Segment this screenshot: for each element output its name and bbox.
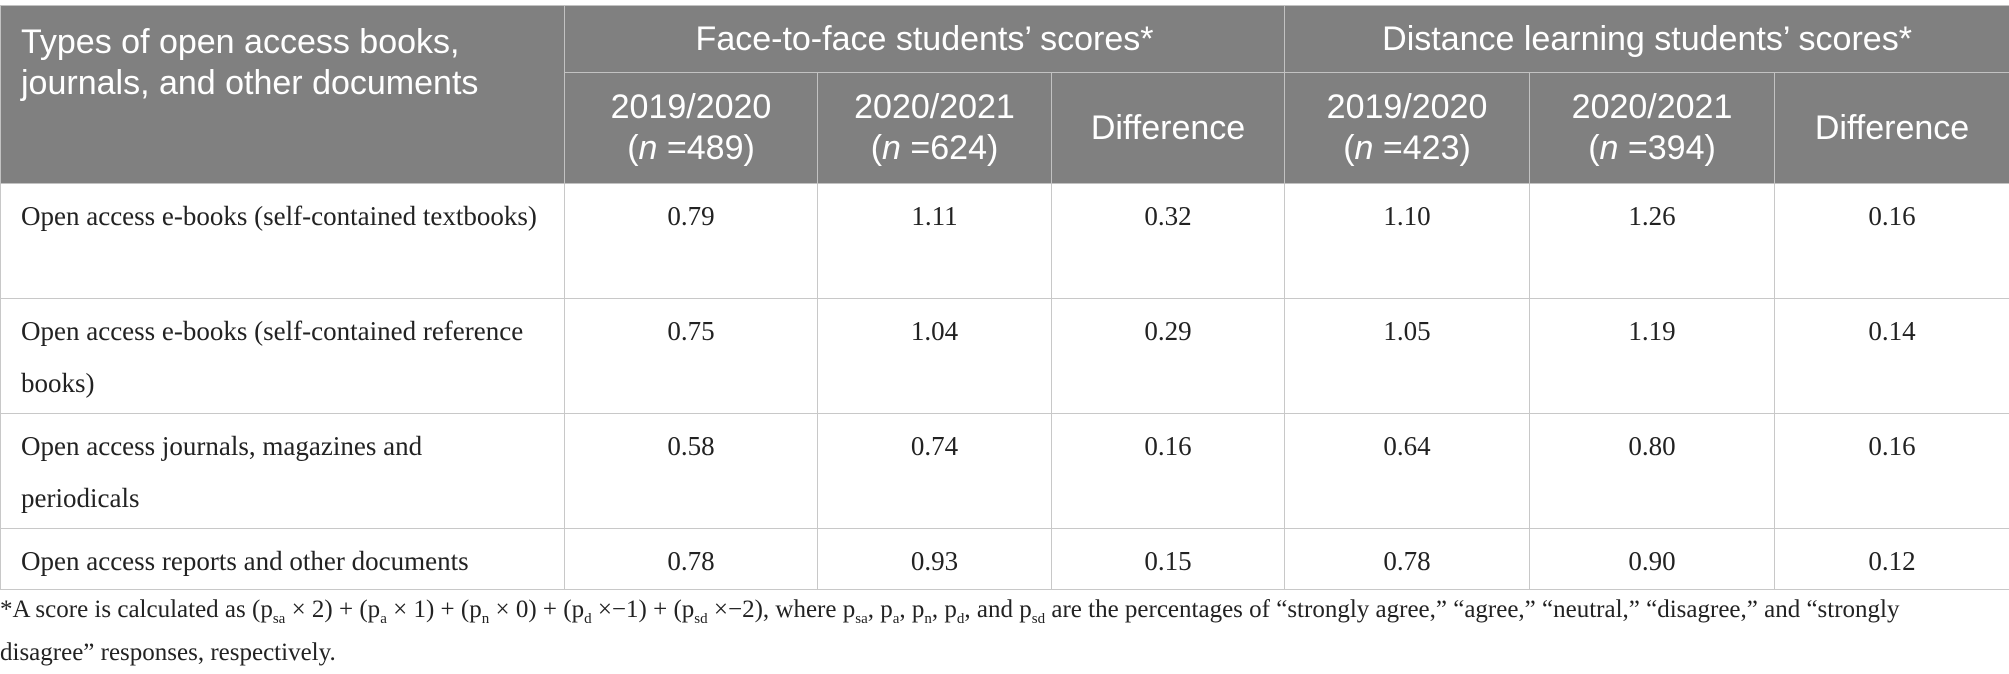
subheader-dl-difference: Difference — [1774, 72, 2009, 184]
cell-value: 0.29 — [1050, 298, 1286, 414]
table-row: Open access journals, magazines and peri… — [0, 413, 2009, 529]
cell-value: 0.75 — [564, 298, 818, 414]
scores-table: Types of open access books, journals, an… — [0, 5, 2009, 590]
subheader-ftf-2019: 2019/2020 (n =489) — [564, 72, 818, 184]
cell-value: 0.32 — [1050, 183, 1286, 299]
cell-value: 0.12 — [1774, 528, 2009, 590]
cell-value: 1.11 — [817, 183, 1052, 299]
subheader-n-label: n — [638, 129, 658, 167]
subheader-dl-2020: 2020/2021 (n =394) — [1529, 72, 1776, 184]
subheader-dl-2019: 2019/2020 (n =423) — [1284, 72, 1531, 184]
cell-value: 1.04 — [817, 298, 1052, 414]
cell-value: 0.14 — [1774, 298, 2009, 414]
cell-value: 0.74 — [817, 413, 1052, 529]
cell-value: 0.58 — [564, 413, 818, 529]
table-row: Open access reports and other documents … — [0, 528, 2009, 590]
subheader-n-value: =489 — [666, 129, 744, 167]
cell-value: 0.64 — [1284, 413, 1531, 529]
subheader-ftf-2020: 2020/2021 (n =624) — [817, 72, 1052, 184]
cell-value: 1.05 — [1284, 298, 1531, 414]
cell-value: 1.10 — [1284, 183, 1531, 299]
table-footnote: *A score is calculated as (psa × 2) + (p… — [0, 596, 1900, 666]
cell-value: 0.78 — [564, 528, 818, 590]
cell-value: 0.79 — [564, 183, 818, 299]
cell-value: 0.16 — [1050, 413, 1286, 529]
subheader-n-label: n — [882, 129, 901, 167]
row-label: Open access reports and other documents — [0, 528, 565, 590]
cell-value: 0.16 — [1774, 413, 2009, 529]
subheader-year: 2020/2021 — [854, 88, 1015, 126]
row-label: Open access journals, magazines and peri… — [0, 413, 565, 529]
cell-value: 1.26 — [1529, 183, 1776, 299]
row-label: Open access e-books (self-contained text… — [0, 183, 565, 299]
group-header-distance-learning: Distance learning students’ scores* — [1284, 5, 2009, 73]
subheader-year: 2019/2020 — [610, 88, 772, 126]
subheader-n-value: =624 — [910, 129, 987, 167]
cell-value: 0.78 — [1284, 528, 1531, 590]
corner-header: Types of open access books, journals, an… — [0, 5, 565, 184]
table-row: Open access e-books (self-contained text… — [0, 183, 2009, 299]
cell-value: 0.16 — [1774, 183, 2009, 299]
subheader-ftf-difference: Difference — [1050, 72, 1286, 184]
subheader-year: 2020/2021 — [1571, 88, 1733, 126]
cell-value: 0.90 — [1529, 528, 1776, 590]
cell-value: 0.15 — [1050, 528, 1286, 590]
table-row: Open access e-books (self-contained refe… — [0, 298, 2009, 414]
row-label: Open access e-books (self-contained refe… — [0, 298, 565, 414]
cell-value: 1.19 — [1529, 298, 1776, 414]
cell-value: 0.80 — [1529, 413, 1776, 529]
subheader-n-value: =423 — [1382, 129, 1460, 167]
subheader-n-label: n — [1354, 129, 1374, 167]
subheader-n-label: n — [1599, 129, 1619, 167]
subheader-n-value: =394 — [1627, 129, 1705, 167]
group-header-face-to-face: Face-to-face students’ scores* — [563, 5, 1286, 73]
subheader-year: 2019/2020 — [1326, 88, 1488, 126]
cell-value: 0.93 — [817, 528, 1052, 590]
